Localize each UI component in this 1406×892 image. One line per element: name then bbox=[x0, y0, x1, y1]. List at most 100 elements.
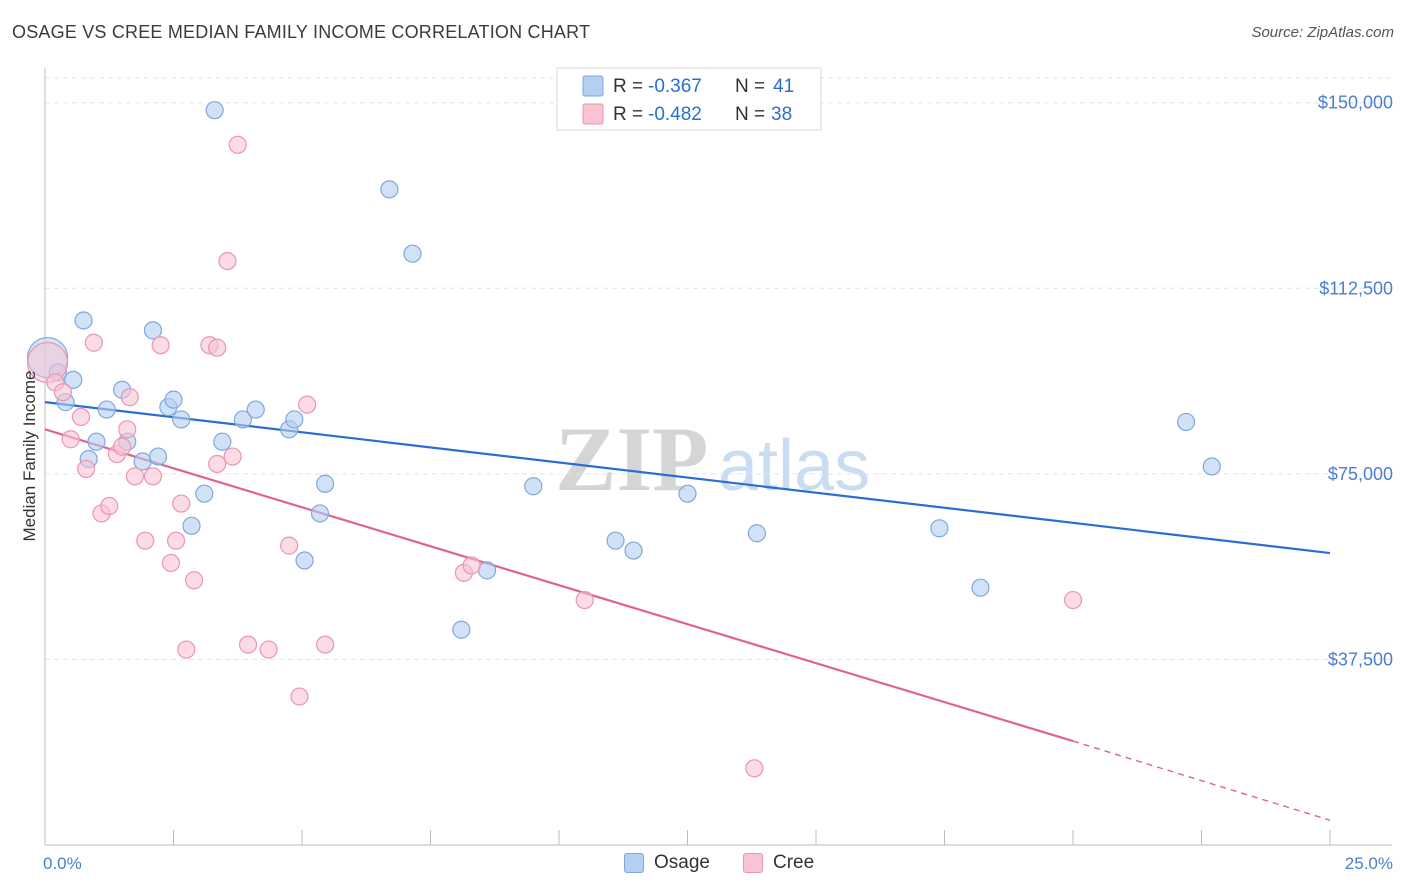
legend-item-cree[interactable]: Cree bbox=[743, 852, 814, 874]
osage-point[interactable] bbox=[205, 101, 224, 120]
cree-point[interactable] bbox=[290, 687, 309, 706]
gridlines bbox=[45, 77, 1392, 660]
osage-point[interactable] bbox=[403, 244, 422, 263]
osage-r-label: R = bbox=[613, 76, 643, 97]
osage-point[interactable] bbox=[143, 321, 163, 340]
cree-swatch bbox=[743, 853, 763, 873]
trend-lines bbox=[44, 401, 1331, 821]
legend-label-cree: Cree bbox=[773, 852, 815, 873]
cree-point[interactable] bbox=[238, 635, 258, 654]
cree-point[interactable] bbox=[118, 420, 137, 439]
cree-point[interactable] bbox=[1063, 590, 1083, 610]
cree-point[interactable] bbox=[223, 447, 242, 466]
osage-point[interactable] bbox=[930, 519, 949, 538]
cree-point[interactable] bbox=[575, 590, 594, 610]
chart-title: OSAGE VS CREE MEDIAN FAMILY INCOME CORRE… bbox=[12, 22, 591, 42]
cree-point[interactable] bbox=[71, 407, 91, 427]
cree-point[interactable] bbox=[100, 496, 119, 516]
cree-point[interactable] bbox=[184, 571, 204, 590]
cree-point[interactable] bbox=[462, 556, 481, 575]
cree-r-label: R = bbox=[613, 104, 643, 125]
osage-legend-swatch bbox=[582, 75, 604, 97]
cree-point[interactable] bbox=[177, 640, 196, 659]
osage-point[interactable] bbox=[233, 410, 252, 429]
cree-point[interactable] bbox=[112, 437, 132, 456]
osage-n-value: 41 bbox=[773, 76, 794, 97]
osage-point[interactable] bbox=[74, 311, 93, 330]
osage-point[interactable] bbox=[1202, 457, 1221, 476]
cree-point[interactable] bbox=[61, 430, 80, 449]
cree-point[interactable] bbox=[298, 395, 317, 414]
osage-point[interactable] bbox=[285, 410, 304, 429]
watermark-atlas: atlas bbox=[718, 426, 870, 506]
cree-point[interactable] bbox=[228, 135, 247, 154]
osage-point[interactable] bbox=[678, 484, 697, 503]
osage-point[interactable] bbox=[606, 531, 625, 550]
osage-point[interactable] bbox=[971, 578, 990, 597]
axes bbox=[44, 68, 1392, 846]
cree-point[interactable] bbox=[208, 338, 227, 357]
osage-point[interactable] bbox=[172, 410, 191, 429]
cree-n-value: 38 bbox=[771, 104, 792, 125]
legend-item-osage[interactable]: Osage bbox=[624, 852, 710, 874]
y-tick-label: $150,000 bbox=[1318, 93, 1393, 113]
osage-point[interactable] bbox=[316, 474, 335, 493]
cree-r-value: -0.482 bbox=[648, 104, 702, 125]
cree-point[interactable] bbox=[77, 459, 96, 479]
cree-point[interactable] bbox=[280, 536, 299, 555]
cree-point[interactable] bbox=[745, 759, 764, 778]
osage-point[interactable] bbox=[380, 180, 399, 199]
osage-point[interactable] bbox=[87, 432, 106, 451]
osage-point[interactable] bbox=[64, 370, 83, 389]
osage-r-value: -0.367 bbox=[648, 76, 702, 97]
cree-point[interactable] bbox=[143, 467, 163, 486]
cree-point[interactable] bbox=[218, 251, 237, 271]
osage-point[interactable] bbox=[164, 390, 183, 409]
data-points bbox=[26, 101, 1221, 778]
osage-point[interactable] bbox=[1176, 412, 1196, 432]
osage-point[interactable] bbox=[295, 551, 314, 570]
osage-point[interactable] bbox=[97, 400, 116, 419]
cree-point[interactable] bbox=[120, 388, 139, 407]
x-tick-label-min: 0.0% bbox=[43, 854, 82, 873]
source-credit: Source: ZipAtlas.com bbox=[1251, 24, 1394, 41]
osage-trend-line bbox=[44, 401, 1331, 555]
legend-label-osage: Osage bbox=[654, 852, 710, 873]
cree-point[interactable] bbox=[316, 635, 335, 654]
osage-n-label: N = bbox=[735, 76, 765, 97]
cree-point[interactable] bbox=[136, 531, 155, 550]
osage-point[interactable] bbox=[213, 432, 232, 451]
osage-point[interactable] bbox=[182, 516, 201, 535]
osage-point[interactable] bbox=[624, 541, 643, 560]
stats-legend: R = -0.367 N = 41 R = -0.482 N = 38 bbox=[556, 67, 822, 131]
osage-point[interactable] bbox=[310, 504, 330, 523]
cree-point[interactable] bbox=[208, 454, 227, 474]
y-axis-label: Median Family Income bbox=[20, 370, 39, 541]
series-osage bbox=[26, 101, 1221, 639]
cree-trend-line bbox=[44, 428, 1074, 743]
cree-point[interactable] bbox=[172, 494, 191, 513]
series-legend: Osage Cree bbox=[0, 852, 1406, 878]
cree-point[interactable] bbox=[53, 383, 73, 402]
osage-point[interactable] bbox=[246, 400, 265, 419]
cree-point[interactable] bbox=[84, 333, 103, 352]
osage-swatch bbox=[624, 853, 644, 873]
y-tick-label: $37,500 bbox=[1328, 649, 1393, 669]
osage-point[interactable] bbox=[477, 561, 497, 580]
cree-point[interactable] bbox=[151, 336, 170, 355]
osage-point[interactable] bbox=[148, 447, 168, 466]
osage-point[interactable] bbox=[747, 524, 766, 543]
y-tick-labels: $37,500 $75,000 $112,500 $150,000 bbox=[1318, 93, 1393, 670]
osage-point[interactable] bbox=[524, 477, 543, 496]
cree-point[interactable] bbox=[259, 640, 278, 659]
y-tick-label: $112,500 bbox=[1319, 278, 1393, 298]
cree-point[interactable] bbox=[161, 553, 181, 573]
cree-point[interactable] bbox=[125, 467, 145, 486]
series-cree bbox=[26, 135, 1083, 778]
osage-point[interactable] bbox=[195, 484, 214, 503]
y-tick-label: $75,000 bbox=[1328, 464, 1393, 484]
x-tick-label-max: 25.0% bbox=[1345, 854, 1393, 873]
osage-point[interactable] bbox=[452, 620, 471, 639]
cree-point[interactable] bbox=[166, 531, 186, 550]
